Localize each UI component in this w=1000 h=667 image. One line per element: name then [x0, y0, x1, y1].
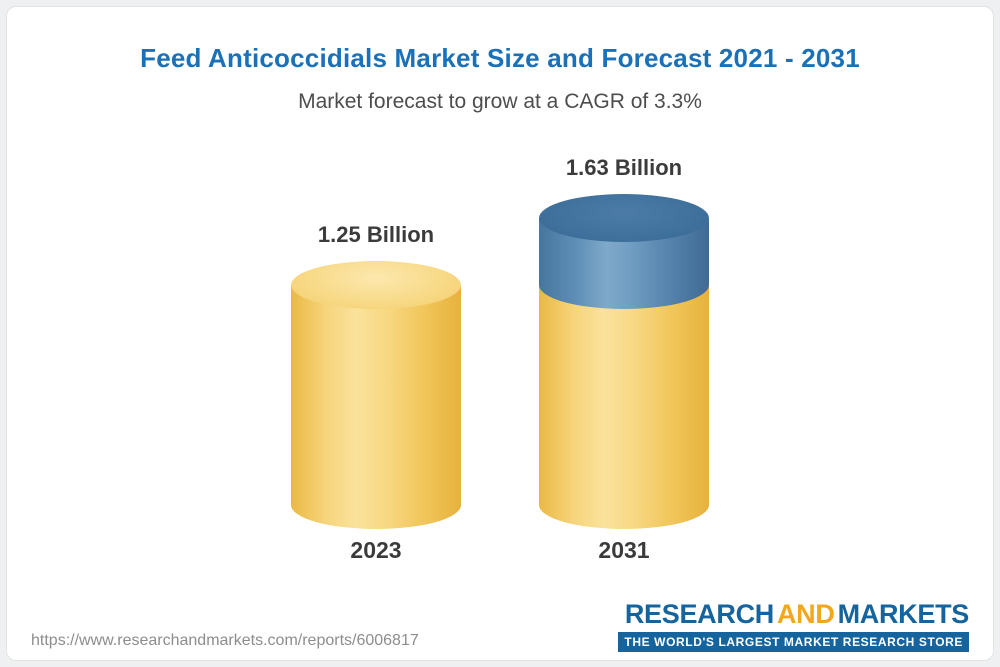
- chart-subtitle: Market forecast to grow at a CAGR of 3.3…: [298, 90, 702, 113]
- bar-group-2031: 1.63 Billion 2031: [539, 155, 709, 564]
- cylinder-2023: [291, 261, 461, 529]
- logo-tagline: THE WORLD'S LARGEST MARKET RESEARCH STOR…: [618, 632, 969, 652]
- cylinder-2031: [539, 194, 709, 529]
- year-label-2031: 2031: [598, 537, 650, 563]
- logo-word-research: RESEARCH: [624, 599, 774, 629]
- bar-group-2023: 1.25 Billion 2023: [291, 222, 461, 564]
- cylinder-2023-top-ellipse: [291, 261, 461, 309]
- value-label-2031: 1.63 Billion: [565, 155, 683, 181]
- chart-title: Feed Anticoccidials Market Size and Fore…: [140, 43, 860, 73]
- report-url: https://www.researchandmarkets.com/repor…: [31, 632, 419, 649]
- value-label-2023: 1.25 Billion: [317, 222, 435, 247]
- logo-wordmark: RESEARCH AND MARKETS: [618, 601, 969, 628]
- research-and-markets-logo: RESEARCH AND MARKETS THE WORLD'S LARGEST M…: [618, 601, 969, 652]
- cylinder-2023-body: [291, 285, 461, 529]
- cylinder-2031-top-ellipse: [539, 194, 709, 243]
- logo-word-and: AND: [776, 599, 835, 629]
- logo-word-markets: MARKETS: [837, 599, 970, 629]
- cylinder-2031-base-body: [539, 285, 709, 529]
- chart-card: Feed Anticoccidials Market Size and Fore…: [6, 6, 994, 661]
- year-label-2023: 2023: [350, 537, 402, 563]
